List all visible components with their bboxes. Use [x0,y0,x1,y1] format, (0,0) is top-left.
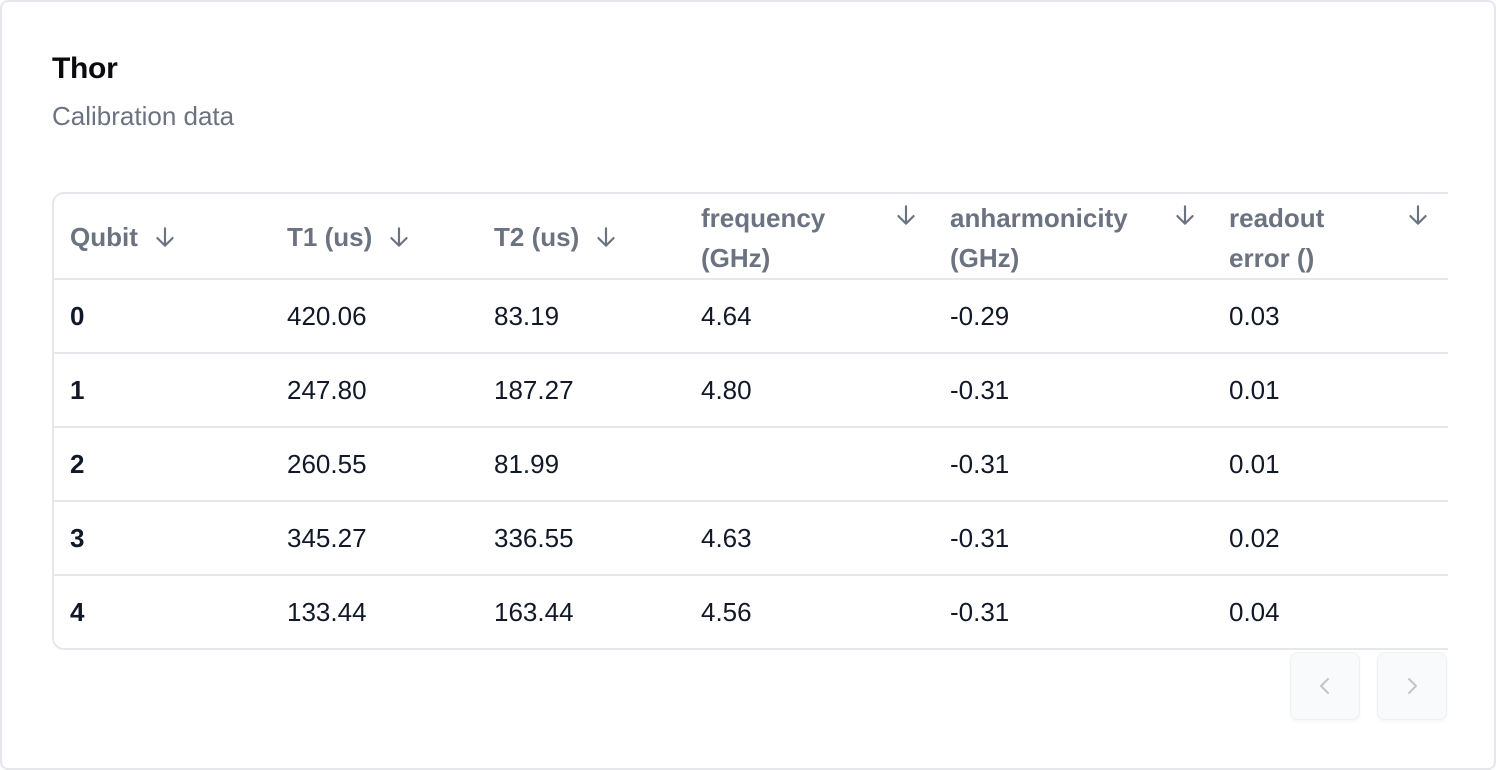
arrow-down-icon[interactable] [1405,202,1431,228]
table-row: 0 420.06 83.19 4.64 -0.29 0.03 [54,280,1448,354]
anharmonicity-cell: -0.29 [950,300,1010,331]
column-header-label: anharmonicity (GHz) [950,198,1128,278]
table-row: 4 133.44 163.44 4.56 -0.31 0.04 [54,576,1448,648]
t2-cell: 83.19 [494,300,560,331]
readout-error-cell: 0.01 [1229,374,1280,405]
column-header-label: T2 (us) [494,222,580,252]
column-header-line2: (GHz) [701,243,771,273]
column-header-line2: error () [1229,243,1315,273]
column-header-label: Qubit [70,222,138,252]
chevron-right-icon [1400,674,1424,698]
qubit-cell: 4 [70,596,85,627]
table-header-row: Qubit T1 (us) T2 (us) frequency [54,194,1448,280]
t1-cell: 247.80 [287,374,367,405]
column-header-t1[interactable]: T1 (us) [287,194,487,280]
table-row: 1 247.80 187.27 4.80 -0.31 0.01 [54,354,1448,428]
column-header-line2: (GHz) [950,243,1020,273]
arrow-down-icon[interactable] [1172,202,1198,228]
t1-cell: 420.06 [287,300,367,331]
qubit-cell: 3 [70,522,85,553]
next-page-button[interactable] [1377,652,1447,720]
chevron-left-icon [1313,674,1337,698]
t1-cell: 133.44 [287,596,367,627]
t2-cell: 163.44 [494,596,574,627]
previous-page-button[interactable] [1290,652,1360,720]
frequency-cell: 4.80 [701,374,752,405]
frequency-cell: 4.56 [701,596,752,627]
anharmonicity-cell: -0.31 [950,448,1010,479]
column-header-label: T1 (us) [287,222,373,252]
anharmonicity-cell: -0.31 [950,374,1010,405]
column-header-line1: anharmonicity [950,203,1128,233]
t1-cell: 260.55 [287,448,367,479]
t2-cell: 336.55 [494,522,574,553]
column-header-frequency[interactable]: frequency (GHz) [701,194,921,280]
readout-error-cell: 0.04 [1229,596,1280,627]
frequency-cell: 4.64 [701,300,752,331]
column-header-anharmonicity[interactable]: anharmonicity (GHz) [950,194,1200,280]
card-subtitle: Calibration data [52,101,235,131]
qubit-cell: 1 [70,374,85,405]
frequency-cell: 4.63 [701,522,752,553]
readout-error-cell: 0.02 [1229,522,1280,553]
t2-cell: 81.99 [494,448,560,479]
arrow-down-icon[interactable] [893,202,919,228]
arrow-down-icon[interactable] [152,224,178,250]
arrow-down-icon[interactable] [593,224,619,250]
readout-error-cell: 0.01 [1229,448,1280,479]
column-header-qubit[interactable]: Qubit [70,194,270,280]
column-header-label: frequency (GHz) [701,198,825,278]
column-header-readout-error[interactable]: readout error () [1229,194,1439,280]
table-row: 2 260.55 81.99 -0.31 0.01 [54,428,1448,502]
qubit-cell: 2 [70,448,85,479]
readout-error-cell: 0.03 [1229,300,1280,331]
column-header-label: readout error () [1229,198,1324,278]
table-row: 3 345.27 336.55 4.63 -0.31 0.02 [54,502,1448,576]
column-header-line1: frequency [701,203,826,233]
arrow-down-icon[interactable] [386,224,412,250]
calibration-table: Qubit T1 (us) T2 (us) frequency [52,192,1448,650]
t2-cell: 187.27 [494,374,574,405]
t1-cell: 345.27 [287,522,367,553]
column-header-line1: readout [1229,203,1325,233]
column-header-t2[interactable]: T2 (us) [494,194,694,280]
qubit-cell: 0 [70,300,85,331]
card-title: Thor [52,52,118,85]
anharmonicity-cell: -0.31 [950,522,1010,553]
anharmonicity-cell: -0.31 [950,596,1010,627]
